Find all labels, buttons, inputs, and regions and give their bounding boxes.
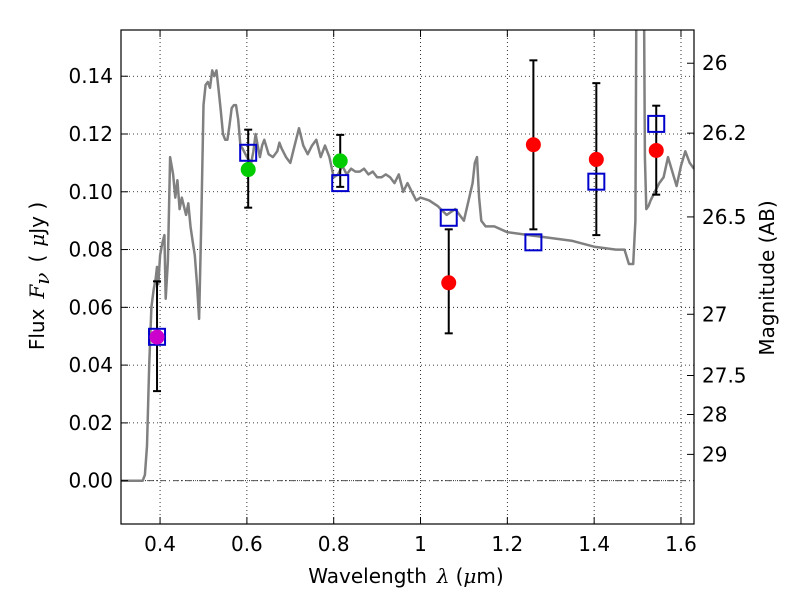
y2-tick-label: 29: [702, 442, 727, 466]
model-square-marker: [587, 172, 606, 191]
x-tick-label: 1.2: [491, 532, 523, 556]
x-tick-label: 0.4: [144, 532, 176, 556]
error-bars: [153, 59, 661, 393]
y-tick-label: 0.04: [68, 353, 113, 377]
model-square-marker: [331, 174, 350, 193]
y-axis-label-symbol: F: [25, 284, 49, 300]
x-tick-label: 1.4: [578, 532, 610, 556]
x-tick-labels: 0.4 0.6 0.8 1 1.2 1.4 1.6: [144, 532, 697, 556]
y2-tick-labels: 26 26.2 26.5 27 27.5 28 29: [702, 51, 747, 466]
axis-ticks: [121, 30, 694, 524]
y-axis-label-unit-open: (: [25, 255, 49, 263]
x-tick-label: 1: [414, 532, 427, 556]
observed-circle-marker: [441, 275, 457, 291]
y-tick-label: 0.10: [68, 180, 113, 204]
observed-circle-marker: [588, 151, 604, 167]
y-tick-label: 0.14: [68, 64, 113, 88]
y-tick-label: 0.08: [68, 238, 113, 262]
y2-tick-label: 26: [702, 51, 727, 75]
y2-tick-label: 28: [702, 403, 727, 427]
y-tick-label: 0.12: [68, 122, 113, 146]
x-axis-label-text: Wavelength: [308, 564, 427, 588]
y2-tick-label: 26.2: [702, 121, 747, 145]
y-tick-label: 0.06: [68, 295, 113, 319]
model-square-marker: [524, 233, 543, 252]
y2-tick-label: 27: [702, 302, 727, 326]
y-axis-label-unit-mu: μ: [25, 234, 49, 247]
y-tick-label: 0.02: [68, 411, 113, 435]
model-square-marker: [647, 114, 666, 133]
grid-lines: [121, 30, 694, 524]
y-tick-labels: 0.00 0.02 0.04 0.06 0.08 0.10 0.12 0.14: [68, 64, 113, 492]
model-square-marker: [239, 143, 258, 162]
model-square-marker: [148, 327, 167, 346]
observed-circle-marker: [240, 162, 256, 178]
x-axis-label-symbol: λ: [436, 564, 450, 588]
x-axis-label-unit-rest: m): [476, 564, 503, 588]
y2-tick-label: 27.5: [702, 364, 747, 388]
x-axis-label-unit-mu: μ: [463, 564, 476, 588]
y-axis-label: Flux Fν ( μJy ): [25, 202, 54, 350]
model-square-marker: [439, 208, 458, 227]
x-axis-label: Wavelength λ (μm): [308, 564, 503, 588]
observed-circle-marker: [648, 142, 664, 158]
plot-frame: [120, 29, 695, 525]
y2-axis-label: Magnitude (AB): [755, 200, 779, 355]
x-tick-label: 0.6: [231, 532, 263, 556]
y-tick-label: 0.00: [68, 469, 113, 493]
data-markers: [148, 114, 666, 346]
observed-circle-marker: [525, 137, 541, 153]
observed-circle-marker: [332, 153, 348, 169]
model-spectrum: [121, 30, 694, 482]
y2-tick-label: 26.5: [702, 205, 747, 229]
x-axis-label-unit-open: (: [456, 564, 464, 588]
y-axis-label-unit-rest: Jy ): [25, 202, 49, 236]
spectrum-line: [121, 30, 694, 482]
x-tick-label: 0.8: [318, 532, 350, 556]
observed-circle-marker: [149, 329, 165, 345]
y-axis-label-text: Flux: [25, 308, 49, 350]
y-axis-label-subscript: ν: [30, 273, 54, 285]
x-tick-label: 1.6: [665, 532, 697, 556]
